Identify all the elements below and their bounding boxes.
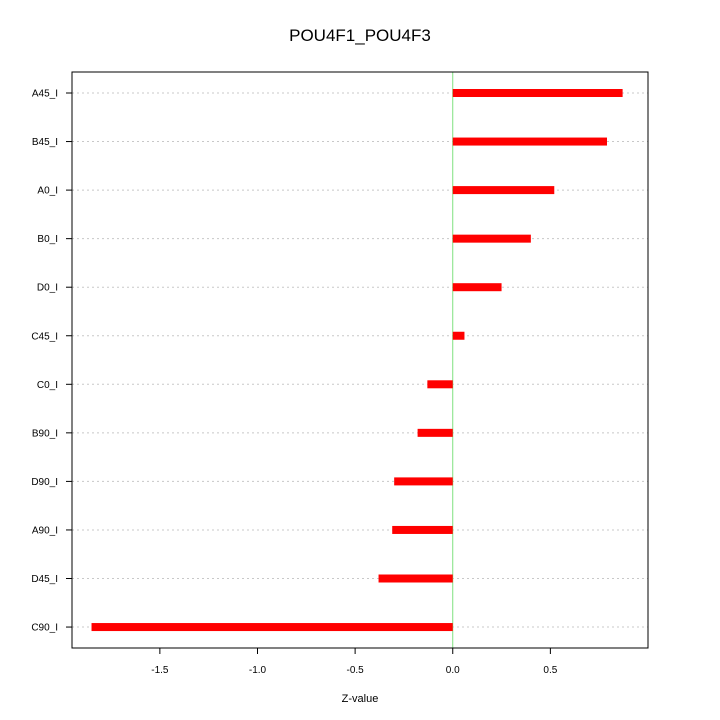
y-tick-label: A0_I — [37, 186, 58, 197]
y-tick-label: A45_I — [32, 89, 58, 100]
x-tick-label: 0.0 — [446, 665, 460, 676]
plot-frame — [71, 71, 649, 649]
x-tick-label: -1.0 — [249, 665, 267, 676]
bar-B0_I — [452, 234, 531, 243]
y-tick-label: B90_I — [32, 428, 58, 439]
grid-lines — [72, 92, 648, 628]
bar-B45_I — [452, 137, 607, 146]
bar-D45_I — [378, 574, 453, 583]
bar-A0_I — [452, 186, 555, 195]
bar-A45_I — [452, 89, 623, 97]
chart-title: POU4F1_POU4F3 — [289, 26, 431, 45]
x-axis-label: Z-value — [342, 693, 379, 705]
bar-D0_I — [452, 283, 502, 292]
y-tick-label: D45_I — [31, 574, 58, 585]
x-tick-label: 0.5 — [543, 665, 557, 676]
bars — [91, 89, 623, 632]
x-axis-ticks: -1.5 -1.0 -0.5 0.0 0.5 — [151, 648, 558, 676]
y-axis-ticks: A45_I B45_I A0_I B0_I D0_I C45_I C0_I B90_I D90_… — [31, 89, 72, 634]
y-tick-label: D90_I — [31, 477, 58, 488]
bar-C90_I — [91, 623, 453, 632]
y-tick-label: A90_I — [32, 525, 58, 536]
x-tick-label: -0.5 — [347, 665, 365, 676]
y-tick-label: B0_I — [37, 234, 58, 245]
y-tick-label: C45_I — [31, 331, 58, 342]
y-tick-label: D0_I — [37, 283, 58, 294]
bar-C0_I — [427, 380, 453, 389]
bar-C45_I — [452, 331, 465, 340]
bar-D90_I — [394, 477, 453, 486]
y-tick-label: C0_I — [37, 380, 58, 391]
y-tick-label: B45_I — [32, 137, 58, 148]
x-tick-label: -1.5 — [151, 665, 169, 676]
bar-A90_I — [392, 525, 453, 534]
y-tick-label: C90_I — [31, 623, 58, 634]
bar-B90_I — [417, 428, 453, 437]
